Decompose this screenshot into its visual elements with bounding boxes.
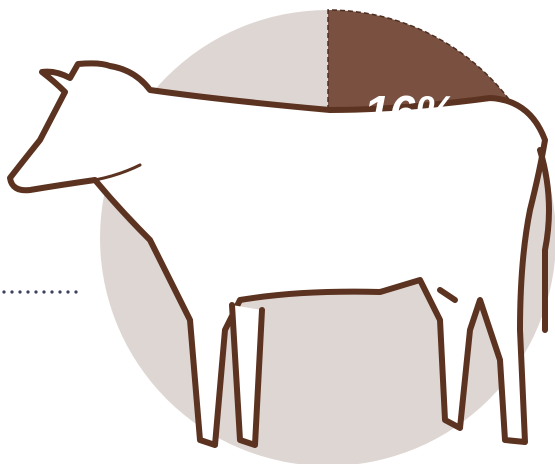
value-label: 16% (364, 86, 456, 138)
dotted-line (2, 290, 77, 293)
chart: 16% (0, 0, 555, 464)
page: 16% (() => { const data = JSON.parse(doc… (0, 0, 555, 464)
